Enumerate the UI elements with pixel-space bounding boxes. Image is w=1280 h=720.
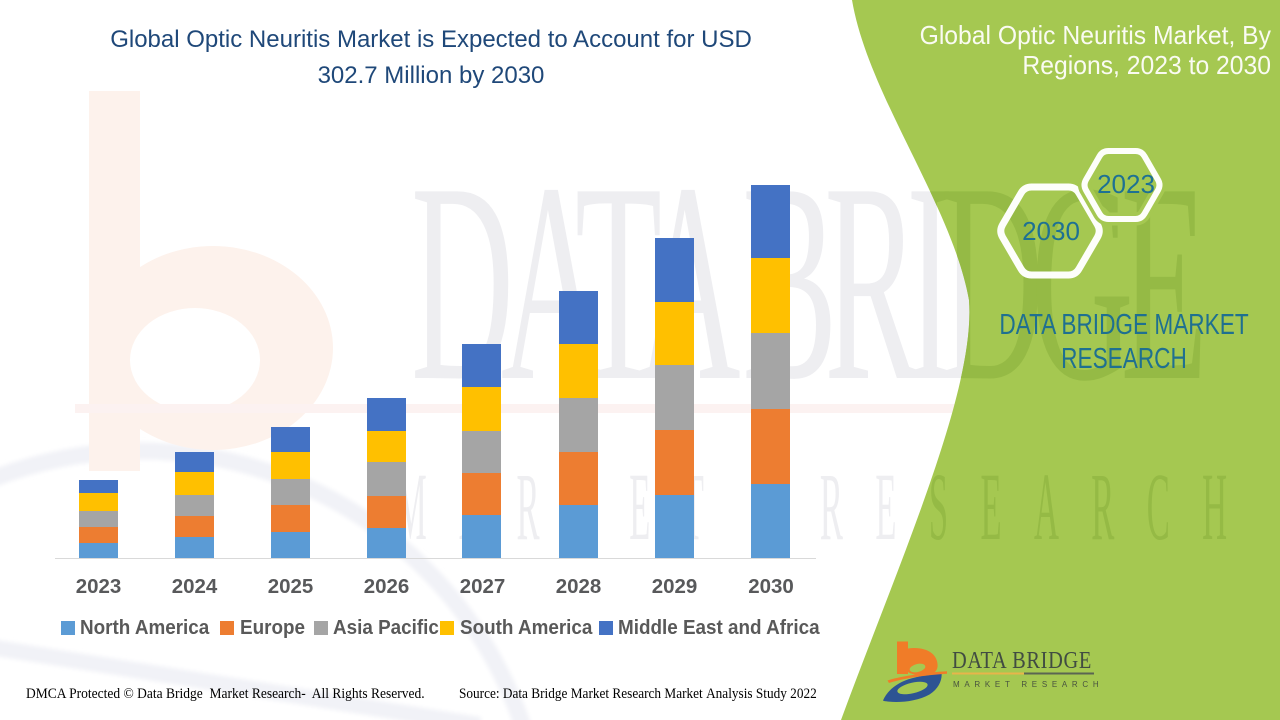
svg-text:MARKET RESEARCH: MARKET RESEARCH [953, 680, 1103, 689]
svg-text:DATA BRIDGE: DATA BRIDGE [952, 646, 1091, 673]
